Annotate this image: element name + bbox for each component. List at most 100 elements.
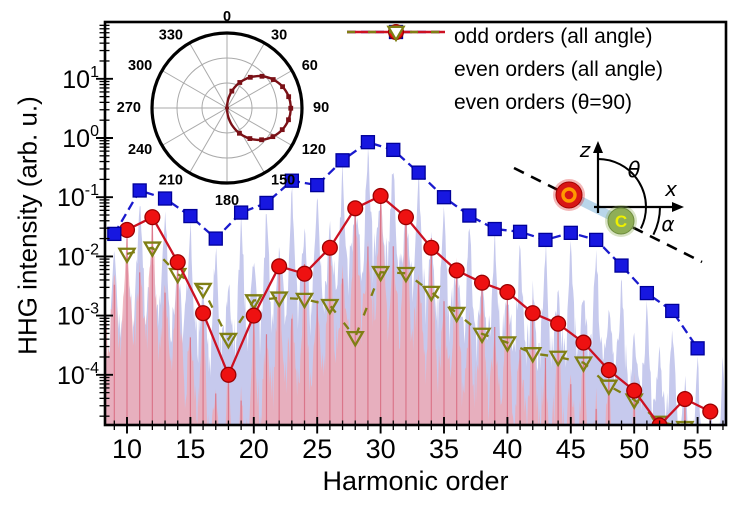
data-point-square [208, 231, 223, 246]
data-point-square [183, 208, 198, 224]
z-axis-label: z [579, 138, 591, 162]
x-tick-label-20: 20 [239, 434, 269, 464]
data-point-square [335, 153, 350, 168]
data-point-circle [600, 362, 617, 379]
legend-entry-even-orders-theta90: even orders (θ=90) [344, 25, 663, 119]
polar-angle-label-300: 300 [128, 58, 152, 74]
y-axis-title: HHG intensity (arb. u.) [12, 96, 43, 355]
series-odd-orders-all-angle- [107, 135, 705, 356]
data-point-circle [296, 265, 313, 282]
data-point-triangle [269, 291, 289, 309]
data-point-square [690, 341, 705, 356]
y-tick-label-1e-2: 10-2 [57, 241, 99, 271]
data-point-square [512, 224, 528, 239]
data-point-circle [195, 305, 212, 322]
x-tick-label-45: 45 [556, 434, 586, 464]
y-tick-label-1e-4: 10-4 [57, 360, 99, 390]
data-point-circle [626, 382, 643, 399]
theta-angle-label: θ [628, 158, 641, 182]
polar-angle-label-150: 150 [271, 173, 295, 189]
data-point-square [360, 135, 376, 150]
series-even-orders-all-angle- [118, 187, 719, 425]
data-point-triangle [371, 265, 391, 283]
data-point-triangle [447, 306, 467, 324]
carbon-atom-label: C [615, 212, 627, 231]
data-point-square [107, 226, 122, 242]
legend: odd orders (all angle) even orders (all … [344, 20, 663, 119]
data-point-square [284, 173, 299, 188]
molecule-inset: z xθ α C [513, 138, 703, 264]
y-tick-label-1e0: 100 [62, 123, 99, 153]
data-point-triangle [497, 336, 517, 353]
data-point-circle [499, 283, 516, 301]
legend-entry-even-orders: even orders (all angle) [344, 23, 663, 86]
legend-marker-triangle-down-open [347, 25, 445, 43]
x-tick-label-15: 15 [175, 434, 205, 464]
polar-angle-label-30: 30 [271, 27, 287, 43]
polar-angle-label-270: 270 [117, 100, 141, 116]
spectrum-core-lines [113, 202, 711, 425]
data-point-circle [702, 403, 719, 420]
polar-angle-label-180: 180 [215, 193, 239, 209]
polar-angle-label-120: 120 [302, 142, 326, 158]
data-point-circle [550, 315, 567, 332]
data-point-triangle [421, 285, 441, 303]
data-point-circle [321, 239, 338, 256]
y-tick-label-1e-1: 10-1 [57, 182, 99, 212]
data-point-triangle [294, 292, 315, 310]
data-point-circle [448, 262, 465, 279]
x-tick-label-30: 30 [366, 434, 396, 464]
data-point-triangle [244, 294, 264, 311]
data-point-triangle [573, 356, 594, 374]
data-point-square [386, 142, 401, 158]
data-point-triangle [142, 241, 162, 259]
data-point-circle [676, 390, 693, 408]
x-tick-label-25: 25 [302, 434, 332, 464]
background-spectrum-even [105, 194, 726, 425]
polar-angle-label-330: 330 [159, 27, 183, 43]
data-point-circle [372, 187, 389, 204]
data-point-circle [144, 209, 161, 226]
data-point-circle [245, 307, 262, 324]
legend-swatch-even-orders [344, 23, 448, 82]
data-point-circle [423, 239, 440, 256]
x-axis-arrowhead [672, 202, 684, 212]
data-point-circle [347, 200, 364, 217]
data-point-triangle [345, 330, 365, 348]
polar-angle-label-90: 90 [313, 100, 329, 116]
polar-inset: 0 30 60 90 120 150 180 210 240 270 300 330 [117, 9, 329, 209]
data-point-square [665, 303, 680, 319]
legend-label-even-orders-theta90: even orders (θ=90) [454, 90, 633, 114]
x-axis-label: x [664, 177, 677, 201]
data-point-square [259, 195, 274, 211]
data-point-circle [220, 366, 237, 383]
data-point-triangle [320, 298, 340, 316]
data-point-circle [397, 209, 415, 226]
data-point-circle [118, 221, 136, 238]
x-tick-label-35: 35 [429, 434, 459, 464]
x-tick-label-55: 55 [683, 434, 713, 464]
data-point-circle [473, 274, 491, 291]
data-point-square [462, 208, 477, 223]
axes [103, 20, 728, 427]
data-point-circle [169, 254, 186, 271]
carbon-atom [607, 207, 635, 235]
data-point-triangle [599, 379, 619, 397]
y-axis-ticks [96, 24, 113, 417]
oxygen-atom-label-ring [561, 187, 577, 203]
data-point-square [411, 165, 426, 180]
background-spectrum-odd [105, 147, 726, 425]
data-point-square [310, 177, 325, 193]
y-tick-label-1e1: 101 [62, 64, 99, 94]
data-point-square [233, 205, 249, 220]
data-point-square [436, 190, 452, 205]
data-point-triangle [193, 282, 213, 300]
data-point-square [563, 225, 578, 240]
legend-label-even-orders: even orders (all angle) [454, 57, 663, 81]
alpha-angle-arc [652, 206, 661, 236]
x-tick-label-40: 40 [492, 434, 522, 464]
polar-angle-label-60: 60 [302, 58, 318, 74]
polar-outer-circle [150, 31, 304, 185]
x-tick-label-50: 50 [619, 434, 649, 464]
